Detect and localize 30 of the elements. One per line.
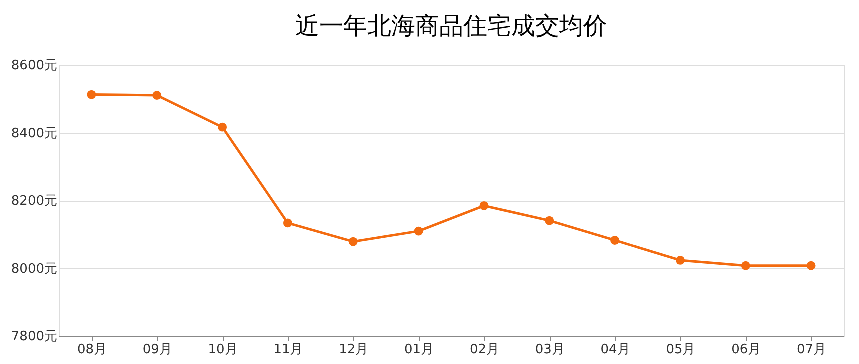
x-tick-label: 02月 [470, 342, 500, 358]
x-tick-label: 05月 [666, 342, 696, 358]
x-tick-label: 11月 [274, 342, 304, 358]
point [806, 261, 816, 270]
point [218, 122, 228, 132]
point [414, 226, 424, 236]
x-tick-label: 04月 [600, 342, 630, 358]
chart-title: 近一年北海商品住宅成交均价 [296, 12, 608, 40]
point [480, 201, 489, 210]
point [152, 91, 162, 100]
x-tick-label: 01月 [404, 342, 434, 358]
point [741, 261, 750, 270]
y-tick-label: 7800元 [11, 330, 58, 344]
x-tick-label: 08月 [77, 342, 107, 358]
x-tick-label: 07月 [797, 342, 827, 358]
point [87, 90, 96, 100]
y-tick-label: 8000元 [11, 262, 58, 277]
point [610, 236, 620, 245]
x-tick-label: 12月 [339, 342, 369, 358]
y-tick-label: 8200元 [11, 194, 58, 209]
point [283, 218, 292, 228]
y-tick-label: 8600元 [11, 58, 58, 74]
x-tick-label: 09月 [142, 342, 172, 358]
x-tick-label: 10月 [208, 342, 238, 358]
point [676, 256, 685, 265]
x-tick-label: 03月 [535, 342, 565, 358]
y-tick-label: 8400元 [11, 126, 58, 142]
point [348, 237, 358, 246]
x-tick-label: 06月 [732, 342, 762, 358]
point [545, 216, 554, 226]
